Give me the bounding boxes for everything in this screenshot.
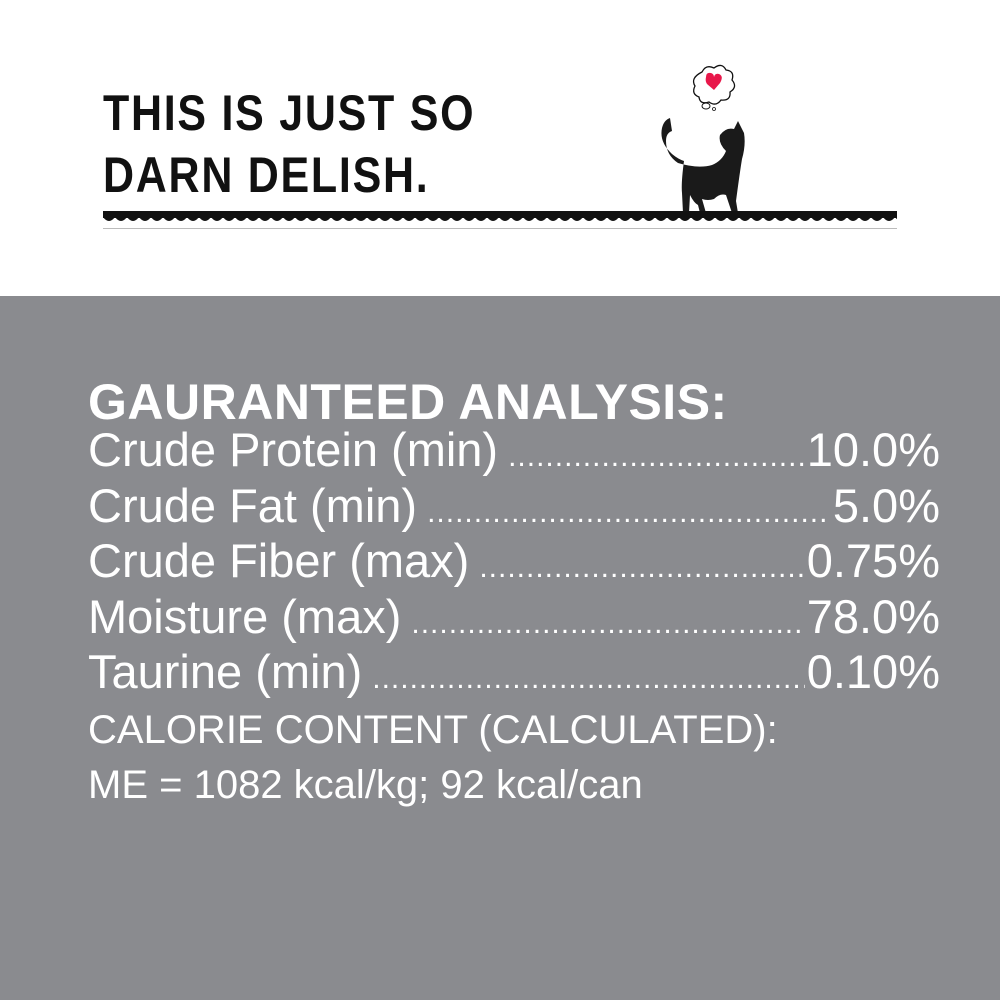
headline-line-1: THIS IS JUST SO: [103, 85, 476, 141]
row-label: Moisture (max): [88, 589, 402, 643]
row-value: 0.10%: [806, 645, 940, 698]
dot-leader: [508, 433, 805, 482]
cat-silhouette: [661, 118, 745, 213]
scalloped-border: [103, 217, 897, 222]
analysis-row: Crude Fat (min) 5.0%: [88, 478, 940, 538]
row-label: Taurine (min): [88, 645, 363, 698]
row-value: 10.0%: [806, 423, 940, 476]
dot-leader: [479, 544, 804, 593]
analysis-title: GAURANTEED ANALYSIS:: [88, 374, 728, 430]
dot-leader: [427, 489, 831, 538]
thought-bubble-icon: [692, 64, 736, 111]
row-label: Crude Protein (min): [88, 423, 499, 476]
headline: THIS IS JUST SO DARN DELISH.: [103, 82, 475, 206]
dot-leader: [372, 655, 804, 704]
black-cat-thinking-heart-icon: [661, 64, 745, 213]
divider-line: [103, 228, 897, 229]
analysis-row: Crude Protein (min) 10.0%: [88, 423, 940, 482]
row-label: Crude Fiber (max): [88, 534, 470, 587]
row-value: 5.0%: [832, 478, 940, 532]
row-label: Crude Fat (min): [88, 478, 418, 532]
guaranteed-analysis-panel: GAURANTEED ANALYSIS: Crude Protein (min)…: [0, 296, 1000, 1000]
analysis-row: Taurine (min) 0.10%: [88, 645, 940, 704]
decorative-rule: [103, 211, 897, 218]
header-section: THIS IS JUST SO DARN DELISH.: [0, 0, 1000, 296]
analysis-row: Crude Fiber (max) 0.75%: [88, 534, 940, 593]
row-value: 0.75%: [806, 534, 940, 587]
calorie-heading: CALORIE CONTENT (CALCULATED):: [88, 708, 778, 752]
analysis-table: Crude Protein (min) 10.0% Crude Fat (min)…: [88, 423, 940, 704]
calorie-value: ME = 1082 kcal/kg; 92 kcal/can: [88, 763, 643, 807]
headline-line-2: DARN DELISH.: [103, 147, 430, 203]
analysis-row: Moisture (max) 78.0%: [88, 589, 940, 649]
dot-leader: [411, 600, 804, 649]
row-value: 78.0%: [806, 589, 940, 643]
